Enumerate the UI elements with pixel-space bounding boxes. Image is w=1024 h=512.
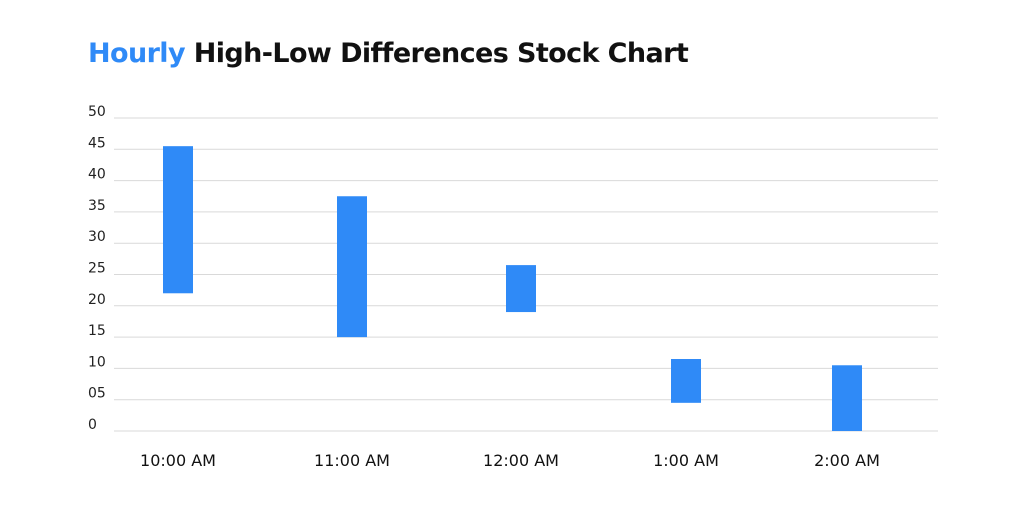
chart-title-rest: High-Low Differences Stock Chart <box>193 38 689 69</box>
y-axis-ticks: 0 05 10 15 20 25 30 35 40 45 50 <box>88 104 106 433</box>
y-tick-label: 45 <box>88 135 106 151</box>
y-tick-label: 50 <box>88 104 106 120</box>
x-tick-label: 11:00 AM <box>314 451 390 470</box>
bar <box>671 359 701 403</box>
y-tick-label: 35 <box>88 198 106 214</box>
x-tick-label: 12:00 AM <box>483 451 559 470</box>
bar <box>163 146 193 294</box>
y-tick-label: 05 <box>88 386 106 402</box>
bar <box>506 265 536 313</box>
y-tick-label: 0 <box>88 417 97 433</box>
bars <box>163 146 862 431</box>
y-tick-label: 25 <box>88 261 106 277</box>
x-tick-label: 2:00 AM <box>814 451 880 470</box>
x-tick-label: 10:00 AM <box>140 451 216 470</box>
y-tick-label: 10 <box>88 354 106 370</box>
y-tick-label: 30 <box>88 229 106 245</box>
x-tick-label: 1:00 AM <box>653 451 719 470</box>
bar <box>337 196 367 338</box>
grid-lines <box>114 117 938 432</box>
y-tick-label: 20 <box>88 292 106 308</box>
chart-title-accent: Hourly <box>88 38 186 69</box>
y-tick-label: 15 <box>88 323 106 339</box>
x-axis-ticks: 10:00 AM 11:00 AM 12:00 AM 1:00 AM 2:00 AM <box>140 451 880 470</box>
chart-title: Hourly High-Low Differences Stock Chart <box>88 38 689 69</box>
y-tick-label: 40 <box>88 167 106 183</box>
bar <box>832 365 862 431</box>
